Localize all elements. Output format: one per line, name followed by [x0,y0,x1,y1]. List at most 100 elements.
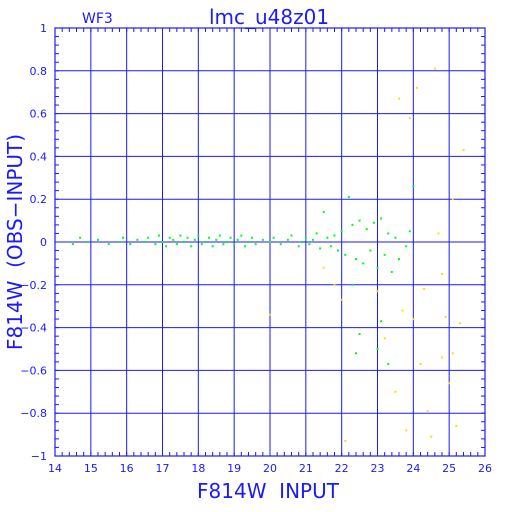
data-point [222,243,225,246]
data-point [175,243,178,246]
x-tick-label: 26 [478,462,492,475]
data-point [243,245,246,248]
data-point [172,238,175,241]
data-point [401,309,404,312]
data-point [344,253,347,256]
x-tick-label: 20 [263,462,277,475]
data-point [269,313,271,316]
y-tick-label: −0.6 [20,364,47,377]
x-tick-label: 17 [156,462,170,475]
data-point [415,86,418,89]
data-point [340,230,343,233]
data-point [444,315,447,318]
data-point [286,238,289,241]
y-tick-label: −0.4 [20,322,47,335]
data-point [290,234,293,237]
data-point [408,116,411,119]
data-point [136,238,139,241]
data-point [433,67,436,70]
data-point [143,241,146,243]
data-point [208,236,211,239]
data-point [154,243,157,246]
data-point [226,241,228,243]
data-point [79,236,82,239]
data-point [412,185,415,188]
data-point [129,243,132,246]
y-tick-label: 1 [40,22,47,35]
data-point [218,234,221,237]
data-point [394,236,397,239]
data-point [365,228,368,231]
data-point [419,362,422,365]
x-tick-label: 16 [120,462,134,475]
data-point [351,283,354,286]
data-point [398,97,400,100]
x-tick-label: 14 [48,462,62,475]
x-tick-label: 15 [84,462,98,475]
data-point [161,241,164,243]
data-point [308,243,311,246]
data-point [441,356,443,359]
data-point [383,337,386,340]
x-tick-label: 22 [335,462,349,475]
y-tick-label: 0.8 [30,65,48,78]
data-point [329,245,332,248]
data-point [272,236,275,239]
y-tick-label: −0.8 [20,407,47,420]
data-point [369,249,372,252]
data-point [448,382,451,385]
data-point [458,322,461,325]
y-tick-label: 0 [40,236,47,249]
data-point [190,245,193,248]
data-point [344,440,347,443]
data-point [122,236,125,239]
data-point [157,234,160,237]
data-point [236,238,239,241]
data-point [322,211,325,214]
data-point [211,245,214,248]
data-point [405,245,408,248]
chart-title: lmc_u48z01 [209,5,329,29]
x-tick-label: 25 [442,462,456,475]
data-point [376,348,379,350]
data-point [312,238,314,241]
data-point [71,243,74,246]
data-point [197,234,200,237]
panel-label: WF3 [82,11,113,27]
data-point [118,241,121,243]
data-point [430,435,433,438]
data-point [147,236,150,239]
data-point [315,232,318,235]
data-point [351,223,354,226]
data-point [86,241,89,243]
data-point [387,362,390,365]
data-point [394,390,397,393]
data-point [107,243,110,246]
data-point [333,234,336,237]
plot-frame [54,27,486,457]
data-point [165,245,168,248]
data-point [301,241,304,243]
data-point [426,410,429,413]
y-tick-label: −1 [31,450,47,463]
x-tick-label: 21 [299,462,313,475]
data-point [297,245,300,248]
x-tick-label: 19 [227,462,241,475]
data-point [398,258,400,261]
data-point [183,241,185,243]
data-point [215,238,218,241]
data-point [355,352,357,355]
data-point [186,236,189,239]
data-point [269,241,271,243]
data-point [372,221,375,224]
data-point [193,238,196,241]
data-point [304,236,307,239]
data-point [337,249,340,252]
data-point [455,425,458,428]
data-point [405,429,408,432]
data-point [390,270,393,273]
data-point [380,217,383,220]
data-point [279,243,282,246]
data-point [251,236,254,239]
data-point [412,318,415,321]
